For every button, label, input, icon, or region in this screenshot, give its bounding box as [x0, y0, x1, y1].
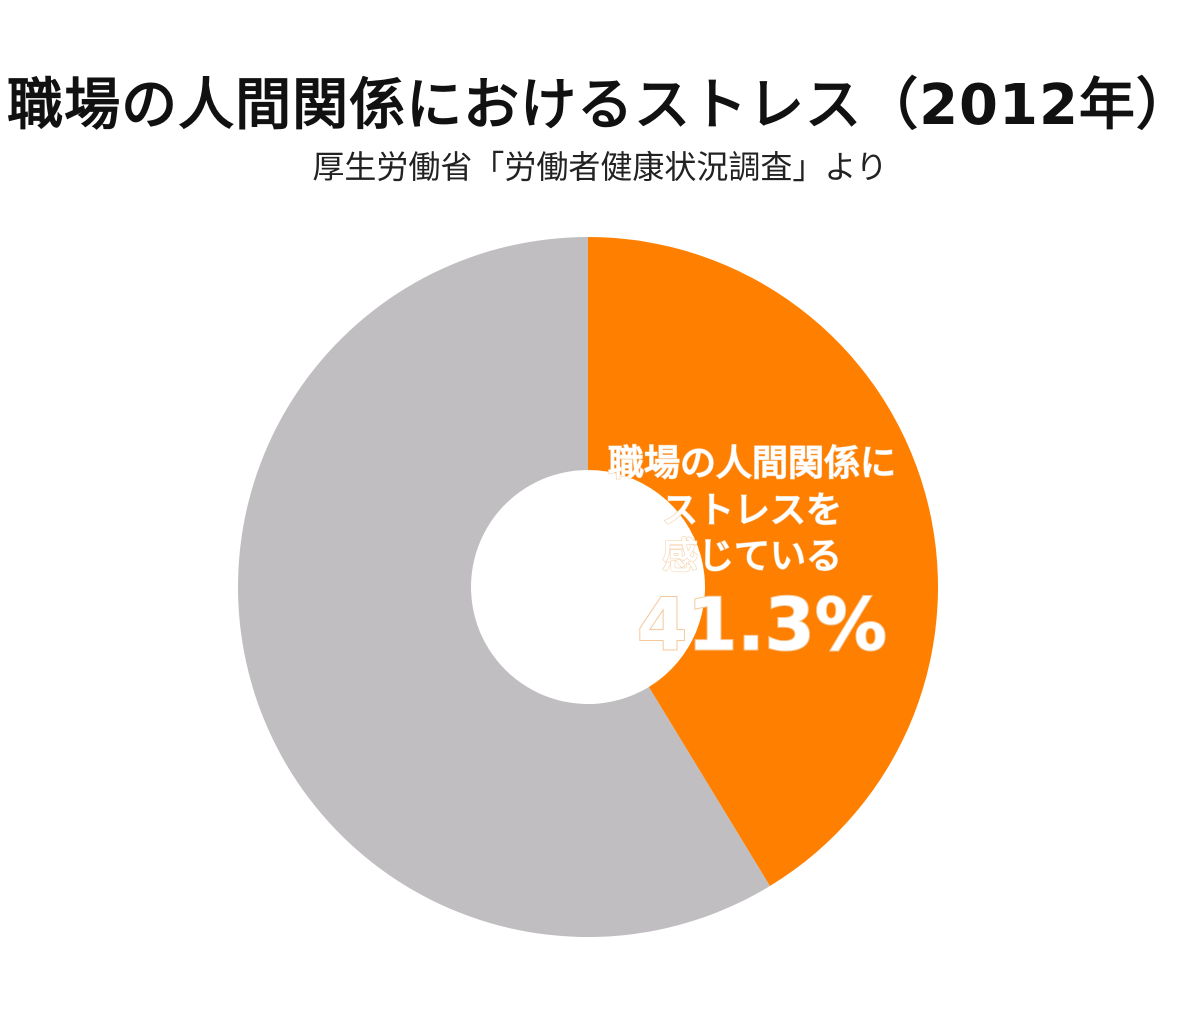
- slice-label-line-0: 職場の人間関係に: [608, 443, 896, 484]
- slice-label-line-1: ストレスを: [662, 490, 842, 531]
- slice-label-line-2: 感じている: [662, 536, 842, 577]
- slice-value-label: 41.3%: [637, 583, 887, 667]
- donut-slice-0: [588, 237, 939, 886]
- donut-slice-1: [238, 237, 770, 937]
- chart-subtitle: 厚生労働省「労働者健康状況調査」より: [312, 148, 888, 186]
- chart-title: 職場の人間関係におけるストレス（2012年）: [7, 73, 1193, 138]
